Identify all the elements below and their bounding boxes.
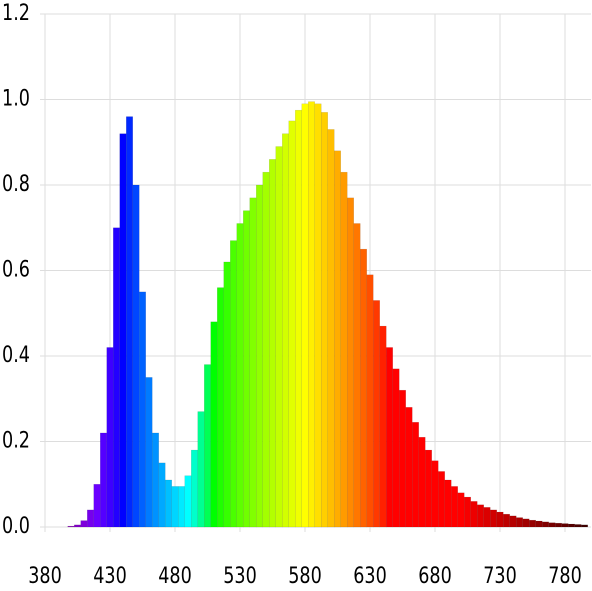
spectrum-bar: [106, 347, 114, 528]
spectrum-bar: [171, 486, 179, 528]
spectrum-bar: [100, 432, 107, 528]
spectrum-bar: [516, 517, 523, 528]
x-tick-label: 730: [483, 563, 517, 588]
spectrum-bar: [399, 389, 406, 528]
spectrum-bar: [262, 171, 270, 528]
spectrum-bar: [334, 150, 341, 528]
spectrum-bar: [555, 522, 562, 528]
x-tick-label: 580: [288, 563, 322, 588]
spectrum-bar: [548, 522, 556, 528]
x-tick-label: 680: [418, 563, 452, 588]
spectrum-bar: [392, 368, 400, 528]
spectrum-bar: [340, 171, 348, 528]
y-tick-label: 1.0: [2, 86, 30, 111]
spectrum-bar: [529, 519, 536, 528]
spectrum-bar: [470, 501, 478, 528]
spectrum-bar: [503, 513, 510, 528]
x-tick-label: 630: [353, 563, 387, 588]
spectrum-bar: [464, 496, 471, 528]
spectrum-bar: [275, 146, 283, 528]
y-tick-label: 0.0: [2, 513, 30, 538]
spectrum-bar: [93, 484, 101, 528]
y-tick-label: 1.2: [2, 0, 30, 25]
y-tick-label: 0.4: [2, 342, 30, 367]
spectrum-bar: [301, 103, 309, 528]
spectrum-bar: [314, 103, 322, 528]
spectrum-bar: [152, 432, 159, 528]
spectrum-bar: [113, 227, 120, 528]
x-tick-label: 380: [28, 563, 62, 588]
spectrum-bar: [210, 321, 218, 528]
spectrum-bar: [386, 347, 393, 528]
x-tick-label: 780: [548, 563, 582, 588]
y-tick-label: 0.2: [2, 428, 30, 453]
spectrum-bar: [282, 133, 289, 528]
spectrum-bar: [256, 184, 263, 528]
spectrum-bar: [184, 475, 192, 528]
spectrum-bar: [418, 436, 426, 528]
spectrum-bar: [80, 520, 88, 528]
spectrum-bar: [249, 197, 257, 528]
spectrum-bar: [353, 223, 361, 528]
spectrum-bar: [496, 511, 504, 528]
spectrum-bar: [119, 133, 127, 528]
y-tick-label: 0.6: [2, 257, 30, 282]
spectrum-bar: [438, 471, 445, 528]
spectrum-bar: [483, 507, 491, 528]
spectrum-bar: [347, 197, 354, 528]
spectrum-bar: [561, 523, 569, 528]
spectrum-bar: [412, 422, 419, 528]
spectrum-bar: [522, 518, 530, 528]
y-tick-label: 0.8: [2, 171, 30, 196]
spectrum-bar: [165, 479, 172, 528]
x-tick-label: 430: [93, 563, 127, 588]
spectrum-bar: [87, 509, 94, 528]
spectrum-bar: [132, 184, 140, 528]
spectrum-bar: [457, 492, 465, 528]
spectrum-bar: [477, 504, 484, 528]
spectrum-bar: [308, 101, 315, 528]
spectrum-bar: [236, 223, 244, 528]
spectrum-bar: [288, 120, 296, 528]
spectrum-bar: [126, 116, 133, 528]
spectrum-bar: [269, 159, 276, 528]
spectrum-bar: [223, 261, 231, 528]
spectrum-bar: [366, 274, 374, 528]
spectrum-bar: [158, 462, 166, 528]
spectrum-bar: [509, 515, 517, 528]
spectrum-bar: [191, 449, 198, 528]
spectrum-bar: [490, 509, 497, 528]
spectrum-bar: [204, 364, 211, 528]
spectrum-bar: [139, 291, 146, 528]
spectrum-bar: [405, 407, 413, 528]
spectrum-bar: [217, 287, 224, 528]
spectrum-bar: [178, 486, 185, 528]
spectrum-bar: [568, 523, 575, 528]
spectrum-bar: [327, 129, 335, 528]
spectrum-bar: [444, 479, 452, 528]
spectrum-bar: [451, 486, 458, 528]
spectrum-bar: [535, 520, 543, 528]
spectrum-bar: [542, 521, 549, 528]
spectrum-bar: [373, 300, 380, 528]
spectrum-bar: [67, 525, 75, 528]
spectrum-bar: [431, 460, 439, 528]
spectrum-bar: [197, 411, 205, 528]
spectrum-bar: [581, 524, 588, 528]
spectrum-bar: [295, 109, 302, 528]
spectrum-bar: [379, 325, 387, 528]
spectrum-bar: [243, 210, 250, 528]
x-tick-label: 480: [158, 563, 192, 588]
spectrum-bar: [425, 449, 432, 528]
x-tick-label: 530: [223, 563, 257, 588]
spectrum-bar: [230, 240, 237, 528]
spectrum-bar: [574, 524, 582, 528]
spectrum-bar: [321, 112, 328, 528]
spectrum-bar: [74, 524, 81, 528]
spectrum-bar: [145, 377, 153, 528]
spectrum-bar: [360, 248, 367, 528]
